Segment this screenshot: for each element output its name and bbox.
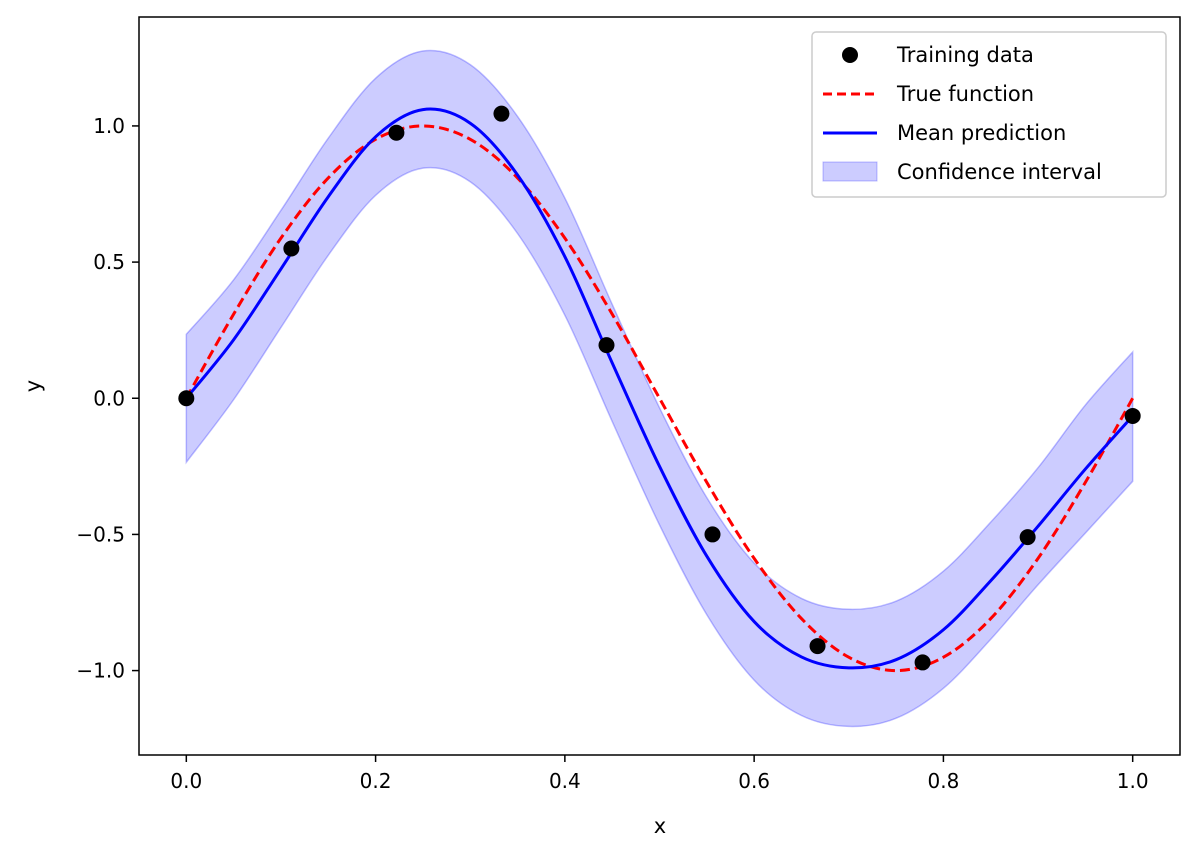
x-axis-ticks: 0.0 0.2 0.4 0.6 0.8 1.0 — [170, 755, 1149, 793]
x-tick-label: 0.4 — [549, 769, 581, 793]
training-data-point — [283, 240, 300, 257]
legend-box — [811, 31, 1167, 198]
y-axis-label: y — [21, 380, 45, 392]
training-data-point — [1124, 407, 1141, 424]
legend-marker-training-data — [842, 47, 858, 63]
y-tick-label: −1.0 — [76, 659, 125, 683]
legend-label-training-data: Training data — [896, 43, 1034, 67]
y-tick-label: 1.0 — [93, 114, 125, 138]
x-tick-label: 0.6 — [738, 769, 770, 793]
x-tick-label: 0.2 — [360, 769, 392, 793]
training-data-point — [178, 390, 195, 407]
axes-frame — [138, 16, 1181, 756]
x-tick-label: 0.0 — [170, 769, 202, 793]
training-data-point — [598, 337, 615, 354]
training-data-point — [914, 654, 931, 671]
y-tick-label: 0.0 — [93, 386, 125, 410]
training-data-point — [1019, 529, 1036, 546]
legend-label-confidence-interval: Confidence interval — [897, 160, 1102, 184]
plot-area — [178, 49, 1141, 728]
mean-prediction-line — [185, 107, 1134, 670]
x-tick-label: 1.0 — [1117, 769, 1149, 793]
confidence-interval-band — [185, 49, 1134, 728]
y-tick-label: 0.5 — [93, 250, 125, 274]
legend-swatch-confidence-interval — [822, 161, 878, 182]
x-axis-label: x — [654, 814, 666, 838]
y-axis-ticks: −1.0 −0.5 0.0 0.5 1.0 — [76, 114, 139, 683]
training-data-point — [493, 105, 510, 122]
x-tick-label: 0.8 — [928, 769, 960, 793]
training-data-point — [388, 124, 405, 141]
legend: Training data True function Mean predict… — [811, 31, 1167, 198]
training-data-point — [809, 638, 826, 655]
y-tick-label: −0.5 — [76, 522, 125, 546]
legend-label-mean-prediction: Mean prediction — [897, 121, 1066, 145]
legend-label-true-function: True function — [896, 82, 1034, 106]
training-data-point — [704, 526, 721, 543]
